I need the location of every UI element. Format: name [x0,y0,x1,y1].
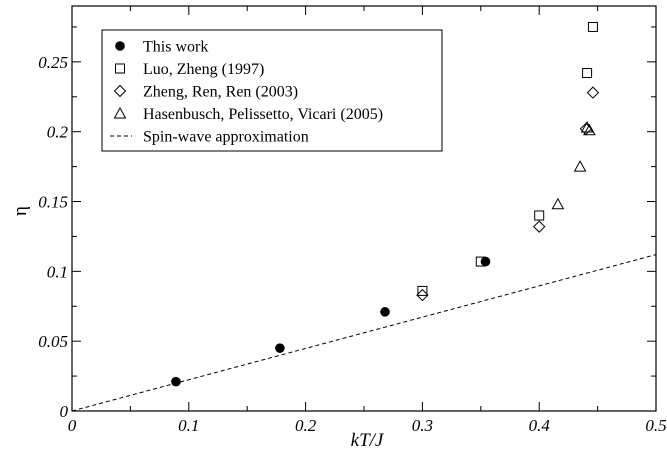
data-point-series-3 [583,123,596,136]
y-tick-label: 0.05 [38,332,68,351]
data-point-series-2 [416,288,429,302]
x-axis-label: kT/J [351,430,385,451]
data-point-series-3 [573,160,587,172]
axes: 0 0.1 0.2 0.3 0.4 0.5 0 0.05 0.1 0.15 0.2 0.25 [38,5,667,435]
x-tick-label: 0.5 [645,416,666,435]
data-point-series-1 [582,68,593,79]
legend-box [101,29,443,152]
y-tick-label: 0 [60,402,69,421]
x-tick-label: 0.3 [412,416,433,435]
x-tick-label: 0.4 [529,416,551,435]
legend-label: Spin-wave approximation [143,129,309,146]
y-tick-label: 0.1 [47,262,68,281]
legend-marker [115,41,125,51]
x-tick-label: 0.1 [178,416,199,435]
data-point-series-2 [532,220,546,233]
x-tick-label: 0 [68,416,77,435]
legend-marker [113,106,127,119]
spin-wave-line [71,254,657,412]
data-point-series-1 [587,21,598,32]
legend-label: Luo, Zheng (1997) [143,61,264,78]
legend-label: Zheng, Ren, Ren (2003) [143,84,298,101]
data-point-series-0 [171,376,181,387]
legend-label: Hasenbusch, Pelissetto, Vicari (2005) [143,106,383,123]
legend: This work Luo, Zheng (1997) Zheng, Ren, Re… [101,29,443,152]
data-point-series-3 [580,120,594,133]
legend-label: This work [143,39,208,56]
x-tick-label: 0.2 [295,416,317,435]
data-point-series-1 [417,285,428,296]
data-point-series-0 [380,307,390,317]
plot-area [71,21,657,412]
data-point-series-3 [551,197,565,210]
data-point-series-1 [534,210,545,221]
y-tick-label: 0.15 [38,193,68,212]
data-point-series-1 [475,256,486,267]
legend-marker [115,63,125,74]
y-tick-label: 0.2 [47,123,69,142]
data-point-series-0 [275,343,285,353]
y-axis-label: η [10,206,31,216]
data-point-series-2 [586,86,600,99]
legend-marker [113,84,127,98]
y-tick-label: 0.25 [38,53,68,72]
